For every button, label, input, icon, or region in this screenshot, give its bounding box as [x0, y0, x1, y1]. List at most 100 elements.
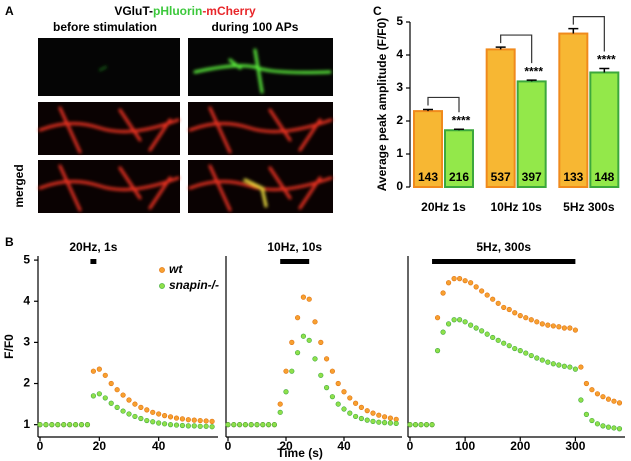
- data-point: [120, 408, 126, 414]
- data-point: [479, 288, 485, 294]
- y-tick-label: 0: [396, 179, 403, 193]
- stimulus-bar: [90, 259, 97, 264]
- data-point: [203, 423, 209, 429]
- data-point: [277, 401, 283, 407]
- data-point: [528, 352, 534, 359]
- data-point: [440, 290, 446, 296]
- data-point: [318, 339, 324, 345]
- data-point: [484, 292, 490, 298]
- data-point: [306, 337, 312, 343]
- data-point: [277, 409, 283, 415]
- count-label: 143: [418, 170, 438, 184]
- panel-label: B: [5, 235, 14, 249]
- data-point: [209, 418, 215, 424]
- data-point: [324, 385, 330, 391]
- data-point: [457, 317, 463, 323]
- panel-label: C: [373, 4, 382, 18]
- data-point: [528, 317, 534, 323]
- stimulus-bar: [280, 259, 310, 264]
- data-point: [534, 355, 540, 361]
- data-point: [84, 422, 91, 428]
- count-label: 148: [594, 170, 614, 184]
- data-point: [523, 315, 529, 321]
- data-point: [197, 423, 203, 429]
- data-point: [506, 306, 512, 313]
- x-axis-label: Time (s): [277, 446, 323, 460]
- data-point: [479, 328, 485, 334]
- data-point: [162, 413, 168, 419]
- x-tick-label: 20: [279, 439, 293, 453]
- column-label: before stimulation: [53, 20, 157, 34]
- y-tick-label: 4: [396, 47, 403, 61]
- data-point: [283, 389, 289, 395]
- count-label: 216: [449, 170, 469, 184]
- data-point: [283, 368, 289, 374]
- error-bar: [568, 27, 579, 34]
- data-point: [370, 418, 376, 424]
- data-point: [90, 368, 96, 374]
- data-point: [412, 422, 419, 428]
- error-bar: [526, 79, 537, 82]
- data-point: [611, 398, 617, 404]
- x-tick-label: 20Hz 1s: [421, 200, 466, 214]
- row-label: merged: [12, 164, 26, 207]
- data-point: [534, 319, 540, 325]
- data-point: [126, 411, 132, 417]
- title-part: pHluorin: [153, 4, 202, 18]
- data-point: [144, 417, 150, 424]
- data-point: [312, 319, 318, 325]
- data-point: [572, 366, 578, 372]
- y-tick-label: 3: [396, 80, 403, 94]
- data-point: [353, 400, 359, 406]
- data-point: [490, 296, 496, 302]
- data-point: [353, 413, 359, 420]
- stimulus-label: 5Hz, 300s: [476, 240, 531, 254]
- x-tick-label: 20: [93, 439, 107, 453]
- micrographs: [38, 38, 333, 213]
- data-point: [572, 327, 578, 333]
- significance: ****: [524, 64, 543, 78]
- data-point: [138, 415, 144, 422]
- data-point: [90, 393, 96, 399]
- data-point: [102, 372, 108, 378]
- data-point: [167, 414, 174, 420]
- data-point: [583, 411, 590, 417]
- data-point: [358, 404, 365, 410]
- significance: ****: [452, 113, 471, 127]
- data-point: [144, 407, 150, 413]
- data-point: [382, 414, 388, 420]
- data-point: [583, 380, 590, 387]
- y-tick-label: 1: [23, 417, 30, 431]
- data-point: [173, 415, 180, 421]
- legend-label: wt: [169, 262, 183, 276]
- data-point: [312, 356, 318, 362]
- data-point: [114, 404, 120, 410]
- data-point: [120, 392, 126, 398]
- legend-label: snapin-/-: [169, 278, 219, 292]
- data-point: [616, 426, 623, 432]
- data-point: [407, 422, 413, 428]
- data-point: [329, 394, 336, 400]
- legend-marker: [159, 267, 165, 273]
- data-point: [347, 395, 353, 401]
- x-tick-label: 10Hz 10s: [490, 200, 542, 214]
- data-point: [589, 387, 595, 393]
- bracket: [572, 16, 605, 52]
- title-part: -mCherry: [202, 4, 256, 18]
- bracket: [427, 96, 460, 113]
- data-point: [150, 419, 156, 425]
- title-part: VGluT-: [114, 4, 153, 18]
- data-point: [347, 410, 353, 416]
- data-point: [545, 322, 551, 328]
- data-point: [248, 422, 254, 428]
- data-point: [96, 366, 102, 372]
- data-point: [423, 422, 430, 428]
- data-point: [266, 422, 272, 428]
- data-point: [242, 422, 248, 428]
- data-point: [484, 331, 490, 337]
- data-point: [611, 425, 617, 431]
- data-point: [517, 348, 523, 354]
- y-axis-label: Average peak amplitude (F/F0): [375, 18, 389, 192]
- data-point: [209, 424, 215, 430]
